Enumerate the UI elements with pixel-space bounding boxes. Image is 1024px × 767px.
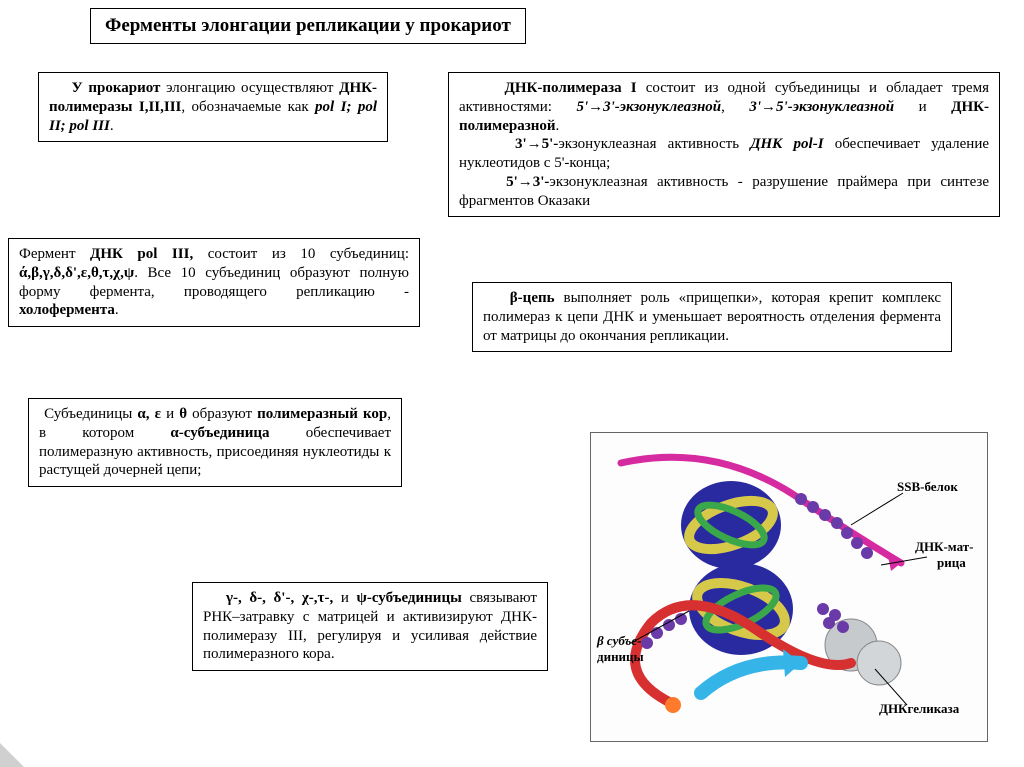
text-box-other-subunits: γ-, δ-, δ'-, χ-,τ-, и ψ-субъединицы связ… bbox=[192, 582, 548, 671]
title-text: Ферменты элонгации репликации у прокарио… bbox=[105, 15, 511, 36]
s3a: Фермент bbox=[19, 246, 90, 262]
s5e: образуют bbox=[192, 406, 257, 422]
replication-diagram: SSB-белок ДНК-мат- рица β субъе- диницы … bbox=[590, 432, 988, 742]
s2j: экзонуклеазная активность bbox=[558, 136, 750, 152]
b1a: У прокариот bbox=[72, 80, 166, 96]
text-box-beta-chain: β-цепь выполняет роль «прищепки», котора… bbox=[472, 282, 952, 352]
b3f: холофермента bbox=[19, 302, 115, 318]
i2k: ДНК pol-I bbox=[750, 136, 823, 152]
text-box-prokaryote-elongation: У прокариот элонгацию осуществляют ДНК-п… bbox=[38, 72, 388, 142]
text-box-polymerase-core: Субъединицы α, ε и θ образуют полимеразн… bbox=[28, 398, 402, 487]
i2c: 5'→3'-экзонуклеазной bbox=[576, 99, 721, 115]
s1f: . bbox=[110, 118, 114, 134]
diagram-label-beta-1: β субъе- bbox=[597, 633, 641, 649]
i2e: 3'→5'-экзонуклеазной bbox=[749, 99, 894, 115]
b3d: ά,β,γ,δ,δ',ε,θ,τ,χ,ψ bbox=[19, 265, 134, 281]
b2i: 3'→5'- bbox=[515, 136, 558, 152]
s2h: . bbox=[556, 118, 560, 134]
diagram-label-dna-matrix-1: ДНК-мат- bbox=[915, 539, 973, 555]
s1b: элонгацию осуществляют bbox=[166, 80, 339, 96]
b3b: ДНК pol III, bbox=[90, 246, 193, 262]
b4a: β-цепь bbox=[510, 290, 564, 306]
b5f: полимеразный кор bbox=[257, 406, 387, 422]
text-box-pol-iii-subunits: Фермент ДНК pol III, состоит из 10 субъе… bbox=[8, 238, 420, 327]
page-corner-icon bbox=[0, 743, 24, 767]
b2m: 5'→3'- bbox=[506, 174, 549, 190]
b6a: γ-, δ-, δ'-, χ-,τ-, bbox=[226, 590, 341, 606]
diagram-label-dna-matrix-2: рица bbox=[937, 555, 966, 571]
diagram-label-helicase: ДНКгеликаза bbox=[879, 701, 959, 717]
s2f: и bbox=[894, 99, 951, 115]
diagram-label-beta-2: диницы bbox=[597, 649, 644, 665]
s2d: , bbox=[721, 99, 749, 115]
text-box-dna-polymerase-i: ДНК-полимераза I состоит из одной субъед… bbox=[448, 72, 1000, 217]
s3g: . bbox=[115, 302, 119, 318]
b5d: θ bbox=[179, 406, 192, 422]
s6b: и bbox=[341, 590, 357, 606]
b5b: α, ε bbox=[137, 406, 166, 422]
b6c: ψ-субъединицы bbox=[357, 590, 462, 606]
page-title: Ферменты элонгации репликации у прокарио… bbox=[90, 8, 526, 44]
s3c: состоит из 10 субъединиц: bbox=[193, 246, 409, 262]
b2a: ДНК-полимераза I bbox=[505, 80, 646, 96]
diagram-label-ssb: SSB-белок bbox=[897, 479, 958, 495]
b5h: α-субъединица bbox=[170, 425, 305, 441]
s5c: и bbox=[166, 406, 179, 422]
s5a: Субъединицы bbox=[44, 406, 137, 422]
s1d: , обозначаемые как bbox=[181, 99, 315, 115]
